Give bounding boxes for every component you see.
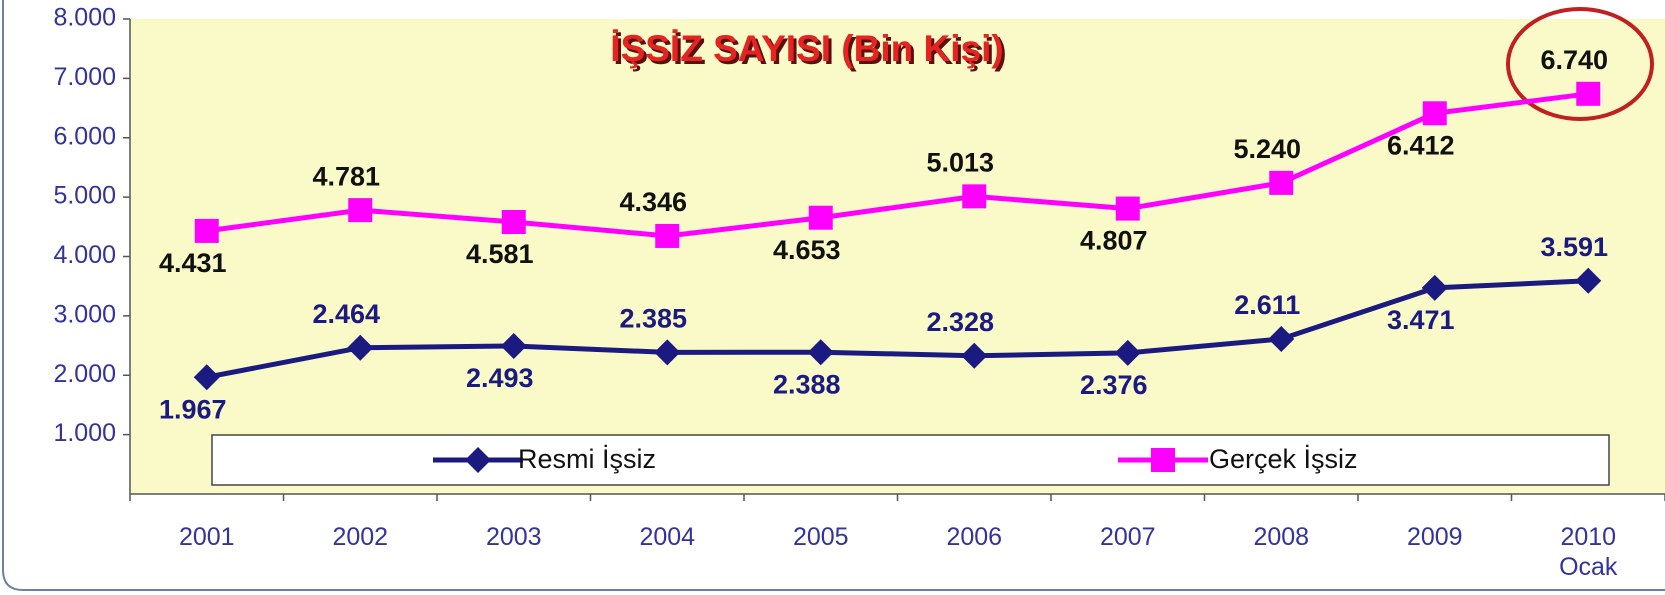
title-shadow: İŞSİZ SAYISI (Bin Kişi) [613,31,1006,72]
data-label: 3.471 [1387,305,1455,335]
x-tick-label: 2006 [946,523,1003,551]
marker [1114,339,1141,366]
marker [807,339,834,366]
data-label: 4.431 [159,248,227,278]
y-tick-label: 6.000 [53,122,116,150]
marker [1575,267,1602,294]
marker [1421,274,1448,301]
plot-area [130,19,1665,494]
legend [211,434,1610,486]
y-tick-label: 7.000 [53,63,116,91]
marker [808,205,833,230]
data-label: 5.240 [1233,134,1301,164]
legend-label: Resmi İşsiz [518,443,656,474]
marker [194,218,219,243]
x-tick-label: 2005 [792,523,849,551]
data-label: 4.807 [1080,226,1148,256]
marker [1115,196,1140,221]
series-line [206,278,1589,380]
data-label: 2.493 [466,363,534,393]
y-tick-label: 8.000 [53,4,116,32]
marker [1268,325,1295,352]
data-label: 4.346 [619,187,687,217]
data-label: 4.581 [466,239,534,269]
marker [500,332,527,359]
x-tick-label: 2008 [1253,523,1310,551]
x-tick-label: 2010 Ocak [1559,523,1618,581]
data-label: 2.611 [1234,290,1300,320]
data-label: 2.385 [619,304,687,334]
x-tick-label: 2001 [178,523,235,551]
data-label: 2.464 [312,299,380,329]
marker [654,339,681,366]
data-label: 4.781 [312,161,380,191]
marker [1576,81,1601,106]
data-label: 4.653 [773,235,841,265]
y-tick-label: 4.000 [53,241,116,269]
x-tick-label: 2002 [332,523,389,551]
marker [501,210,526,235]
data-label: 6.740 [1540,45,1608,75]
x-tick-label: 2007 [1099,523,1156,551]
marker [1422,101,1447,126]
data-label: 6.412 [1387,130,1455,160]
data-label: 2.388 [773,369,841,399]
y-tick-label: 5.000 [53,182,116,210]
marker [348,198,373,223]
y-tick-label: 1.000 [53,419,116,447]
series-line [206,91,1589,239]
marker [465,447,491,473]
data-label: 2.328 [926,307,994,337]
data-label: 2.376 [1080,370,1148,400]
data-label: 5.013 [926,147,994,177]
y-tick-label: 3.000 [53,300,116,328]
x-tick-label: 2009 [1406,523,1463,551]
y-tick-label: 2.000 [53,360,116,388]
marker [962,184,987,209]
x-tick-label: 2003 [485,523,542,551]
legend-label: Gerçek İşsiz [1209,443,1358,474]
marker [961,342,988,369]
chart-title: İŞSİZ SAYISI (Bin Kişi) [610,28,1003,69]
highlight-circle [1506,7,1654,121]
data-label: 3.591 [1540,232,1608,262]
marker [1269,170,1294,195]
x-tick-label: 2004 [639,523,696,551]
marker [655,223,680,248]
marker [193,364,220,391]
marker [1151,448,1175,472]
marker [347,334,374,361]
data-label: 1.967 [159,394,227,424]
